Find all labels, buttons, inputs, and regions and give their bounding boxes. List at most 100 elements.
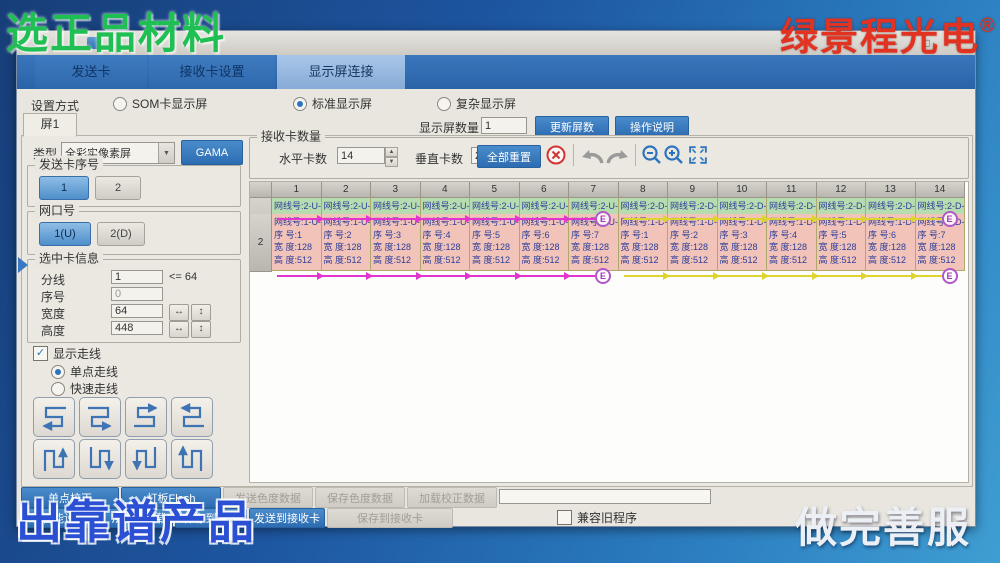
grid-cell-line: 高 度:512 xyxy=(719,254,758,265)
field-width-input[interactable] xyxy=(111,304,163,318)
routing-pattern-7-button[interactable] xyxy=(125,439,167,479)
smart-setup-button[interactable]: 智能设置 xyxy=(25,508,103,528)
radio-som-screen[interactable]: SOM卡显示屏 xyxy=(113,95,207,112)
grid-column-header[interactable]: 9 xyxy=(668,182,718,198)
grid-column-header[interactable]: 4 xyxy=(420,182,470,198)
grid-column-header[interactable]: 1 xyxy=(272,182,322,198)
grid-cell[interactable]: 网线号:1-U-1 序 号:5 宽 度:128 高 度:512 xyxy=(470,214,520,271)
grid-column-header[interactable]: 10 xyxy=(717,182,767,198)
grid-cell[interactable]: 网线号:1-U-1 序 号:1 宽 度:128 高 度:512 xyxy=(272,214,322,271)
collapse-panel-icon[interactable] xyxy=(18,257,28,273)
horizontal-cards-input[interactable] xyxy=(337,147,385,164)
grid-column-header[interactable]: 7 xyxy=(569,182,619,198)
single-point-calibration-button[interactable]: 单点校正 xyxy=(21,487,119,508)
grid-cell[interactable]: 网线号:1-D-1 序 号:4 宽 度:128 高 度:512 xyxy=(767,214,817,271)
field-serial-number-input[interactable] xyxy=(111,287,163,301)
grid-cell[interactable]: 网线号:1-D-1 序 号:2 宽 度:128 高 度:512 xyxy=(668,214,718,271)
grid-column-header[interactable]: 6 xyxy=(519,182,569,198)
minimize-button[interactable]: – xyxy=(890,36,898,50)
grid-cell[interactable]: 网线号:1-U-1 序 号:3 宽 度:128 高 度:512 xyxy=(371,214,421,271)
stretch-height-button[interactable]: ↕ xyxy=(191,321,211,338)
reset-all-button[interactable]: 全部重置 xyxy=(477,145,541,168)
grid-column-header[interactable]: 12 xyxy=(816,182,866,198)
sender-card-2-button[interactable]: 2 xyxy=(95,176,141,200)
chain-end-marker: E xyxy=(941,268,958,284)
field-split-line-input[interactable] xyxy=(111,270,163,284)
grid-column-header[interactable]: 3 xyxy=(371,182,421,198)
spinner-up-icon[interactable]: ▲ xyxy=(385,147,398,157)
grid-column-header[interactable]: 14 xyxy=(915,182,965,198)
update-screen-count-button[interactable]: 更新屏数 xyxy=(535,116,609,137)
close-button[interactable]: × xyxy=(954,36,962,50)
screen-count-input[interactable] xyxy=(481,117,527,134)
stretch-height-button[interactable]: ↕ xyxy=(191,304,211,321)
routing-pattern-8-button[interactable] xyxy=(171,439,213,479)
radio-single-point-routing[interactable]: 单点走线 xyxy=(51,363,118,380)
zoom-in-icon[interactable] xyxy=(663,144,685,166)
radio-complex-screen[interactable]: 复杂显示屏 xyxy=(437,95,516,112)
grid-row-header[interactable]: 2 xyxy=(250,214,272,272)
routing-pattern-1-button[interactable] xyxy=(33,397,75,437)
routing-pattern-2-button[interactable] xyxy=(79,397,121,437)
card-grid-canvas[interactable]: 12345678910111213141网线号:2-U-1序 号:1宽 度:12… xyxy=(249,181,969,483)
field-height-input[interactable] xyxy=(111,321,163,335)
grid-cell[interactable]: 网线号:1-D-1 序 号:1 宽 度:128 高 度:512 xyxy=(618,214,668,271)
grid-cell[interactable]: 网线号:1-U-1 序 号:4 宽 度:128 高 度:512 xyxy=(420,214,470,271)
grid-cell[interactable]: 网线号:1-D-1 序 号:7 宽 度:128 高 度:512 xyxy=(915,214,965,271)
send-to-receiver-button[interactable]: 发送到接收卡 xyxy=(249,508,325,528)
grid-cell-line: 高 度:512 xyxy=(323,254,362,265)
zoom-out-icon[interactable] xyxy=(641,144,663,166)
tab-send-card[interactable]: 发送卡 xyxy=(35,55,147,89)
grid-cell-line: 网线号:2-U-1 xyxy=(521,201,569,211)
cancel-icon[interactable] xyxy=(545,144,567,166)
grid-column-header[interactable]: 5 xyxy=(470,182,520,198)
radio-icon xyxy=(437,96,451,111)
undo-icon[interactable] xyxy=(579,145,605,167)
radio-fast-routing[interactable]: 快速走线 xyxy=(51,380,118,397)
stretch-width-button[interactable]: ↔ xyxy=(169,304,189,321)
routing-pattern-5-button[interactable] xyxy=(33,439,75,479)
grid-cell[interactable]: 网线号:1-U-1 序 号:2 宽 度:128 高 度:512 xyxy=(321,214,371,271)
gama-button[interactable]: GAMA xyxy=(181,140,243,165)
tab-screen-1[interactable]: 屏1 xyxy=(23,113,77,137)
load-from-file-button[interactable]: 从文件加载 xyxy=(105,508,173,528)
checkbox-icon: ✓ xyxy=(33,346,48,361)
maximize-button[interactable]: □ xyxy=(922,36,930,50)
redo-icon[interactable] xyxy=(605,145,631,167)
routing-pattern-6-button[interactable] xyxy=(79,439,121,479)
port-2d-button[interactable]: 2(D) xyxy=(97,222,145,246)
grid-cell-line: 宽 度:128 xyxy=(472,242,511,252)
radio-standard-screen[interactable]: 标准显示屏 xyxy=(293,95,372,112)
grid-cell[interactable]: 网线号:1-D-1 序 号:6 宽 度:128 高 度:512 xyxy=(866,214,916,271)
stretch-width-button[interactable]: ↔ xyxy=(169,321,189,338)
operation-help-button[interactable]: 操作说明 xyxy=(615,116,689,137)
grid-cell[interactable]: 网线号:1-D-1 序 号:3 宽 度:128 高 度:512 xyxy=(717,214,767,271)
chain-end-marker: E xyxy=(941,211,958,227)
checkbox-icon: ✓ xyxy=(557,510,572,525)
tab-display-connection[interactable]: 显示屏连接 xyxy=(277,55,405,89)
grid-cell[interactable]: 网线号:1-U-1 序 号:6 宽 度:128 高 度:512 xyxy=(519,214,569,271)
radio-label: 快速走线 xyxy=(70,382,119,396)
spinner-down-icon[interactable]: ▼ xyxy=(385,157,398,167)
grid-column-header[interactable]: 2 xyxy=(321,182,371,198)
routing-pattern-4-button[interactable] xyxy=(171,397,213,437)
routing-pattern-8-icon xyxy=(178,445,203,471)
save-to-file-button[interactable]: 保存到文件 xyxy=(175,508,247,528)
grid-column-header[interactable]: 13 xyxy=(866,182,916,198)
sender-card-1-button[interactable]: 1 xyxy=(39,176,89,200)
show-routing-checkbox[interactable]: ✓ 显示走线 xyxy=(33,345,101,362)
grid-column-header[interactable]: 8 xyxy=(618,182,668,198)
tab-receiver-card-settings[interactable]: 接收卡设置 xyxy=(149,55,275,89)
grid-cell[interactable]: 网线号:1-D-1 序 号:5 宽 度:128 高 度:512 xyxy=(816,214,866,271)
port-1u-button[interactable]: 1(U) xyxy=(39,222,91,246)
grid-cell-line: 宽 度:128 xyxy=(818,242,857,252)
lamp-flash-button[interactable]: 灯板Flash xyxy=(121,487,221,508)
routing-pattern-3-button[interactable] xyxy=(125,397,167,437)
grid-cell[interactable]: 网线号:1-U-1序 号:7 宽 度:128 高 度:512 xyxy=(569,214,619,271)
horizontal-cards-spinner[interactable]: ▲ ▼ xyxy=(385,147,398,167)
grid-column-header[interactable]: 11 xyxy=(767,182,817,198)
chain-line xyxy=(623,218,942,220)
fit-screen-icon[interactable] xyxy=(687,144,709,166)
compat-old-program-checkbox[interactable]: ✓ 兼容旧程序 xyxy=(557,509,637,526)
